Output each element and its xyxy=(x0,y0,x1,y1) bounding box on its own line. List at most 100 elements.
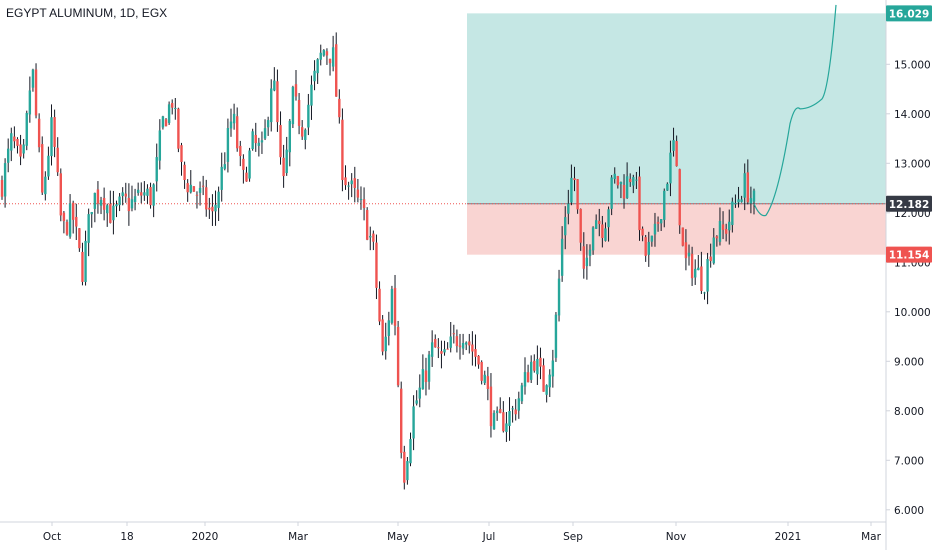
candle xyxy=(37,113,41,153)
candle xyxy=(84,230,87,286)
candle xyxy=(601,215,604,248)
candle xyxy=(177,107,180,153)
candle xyxy=(109,190,112,224)
candle xyxy=(446,342,449,350)
candle xyxy=(427,350,431,390)
candle xyxy=(455,329,459,353)
candle xyxy=(93,192,97,223)
candle xyxy=(721,211,725,240)
candle xyxy=(508,397,511,441)
candle xyxy=(622,174,626,209)
stop-price-badge: 11.154 xyxy=(886,246,932,263)
candle xyxy=(529,355,533,383)
candle xyxy=(681,227,685,247)
candle xyxy=(102,187,106,221)
candle xyxy=(260,131,264,154)
candle xyxy=(344,165,347,190)
candle xyxy=(400,381,403,459)
candle xyxy=(254,122,257,152)
candle xyxy=(174,97,177,120)
candle xyxy=(712,228,715,265)
x-tick-label: Sep xyxy=(563,531,583,543)
candle xyxy=(678,168,681,234)
candle xyxy=(567,189,570,225)
candle xyxy=(115,200,118,218)
candle xyxy=(158,119,162,170)
candle xyxy=(690,246,694,286)
candle xyxy=(365,207,369,241)
candle xyxy=(59,168,62,222)
candle xyxy=(350,173,353,198)
candle xyxy=(406,456,409,485)
candle xyxy=(87,208,90,257)
candle xyxy=(307,93,310,136)
y-tick-label: 7.000 xyxy=(894,455,924,467)
candle xyxy=(434,334,437,348)
candle xyxy=(409,432,412,467)
y-tick-label: 10.000 xyxy=(894,307,931,319)
candle xyxy=(121,187,124,206)
candle xyxy=(186,179,189,202)
candle xyxy=(217,186,220,222)
candle xyxy=(106,203,109,227)
candle xyxy=(502,401,505,433)
candle xyxy=(214,190,217,226)
candle xyxy=(353,166,356,203)
candle xyxy=(499,397,502,414)
candle xyxy=(724,223,728,242)
target-price-badge: 16.029 xyxy=(886,5,932,22)
candle xyxy=(533,354,536,373)
candle xyxy=(644,234,647,262)
candle xyxy=(180,142,183,176)
candle xyxy=(10,127,13,162)
candle xyxy=(341,108,344,192)
candle xyxy=(675,135,678,167)
y-tick-label: 8.000 xyxy=(894,406,924,418)
candle xyxy=(458,333,462,360)
candle xyxy=(53,109,56,158)
stop-zone xyxy=(467,203,886,255)
candle xyxy=(694,259,697,285)
candle xyxy=(573,166,576,192)
candle xyxy=(737,186,740,208)
candle xyxy=(539,347,542,380)
candle xyxy=(152,183,155,218)
candle xyxy=(418,374,421,408)
candle xyxy=(220,152,223,202)
x-tick-label: Nov xyxy=(666,531,687,543)
candle xyxy=(653,212,657,247)
candle xyxy=(740,195,743,203)
candle xyxy=(576,179,579,214)
candle xyxy=(285,136,288,176)
candle xyxy=(78,228,81,252)
candle xyxy=(242,154,245,184)
candle xyxy=(440,340,443,369)
candle xyxy=(520,382,524,405)
candle xyxy=(75,203,78,241)
candle xyxy=(635,171,638,190)
candle xyxy=(189,170,192,194)
x-tick-label: Mar xyxy=(861,531,881,543)
candle xyxy=(421,354,425,390)
candle xyxy=(205,179,208,217)
candle xyxy=(136,182,140,196)
candle xyxy=(232,103,236,130)
candle xyxy=(310,75,313,120)
candle xyxy=(452,324,456,344)
candle xyxy=(118,193,121,212)
candle xyxy=(297,92,301,135)
candle xyxy=(641,226,644,242)
candle xyxy=(239,140,242,167)
candle xyxy=(338,89,341,124)
candle xyxy=(270,79,273,132)
candle xyxy=(647,231,650,267)
candle xyxy=(514,399,517,421)
x-tick-label: 18 xyxy=(120,531,133,543)
candle xyxy=(112,190,115,235)
candle xyxy=(44,171,47,201)
candle xyxy=(300,120,304,140)
candle xyxy=(322,49,326,57)
candle xyxy=(143,181,146,201)
candle xyxy=(604,222,607,242)
